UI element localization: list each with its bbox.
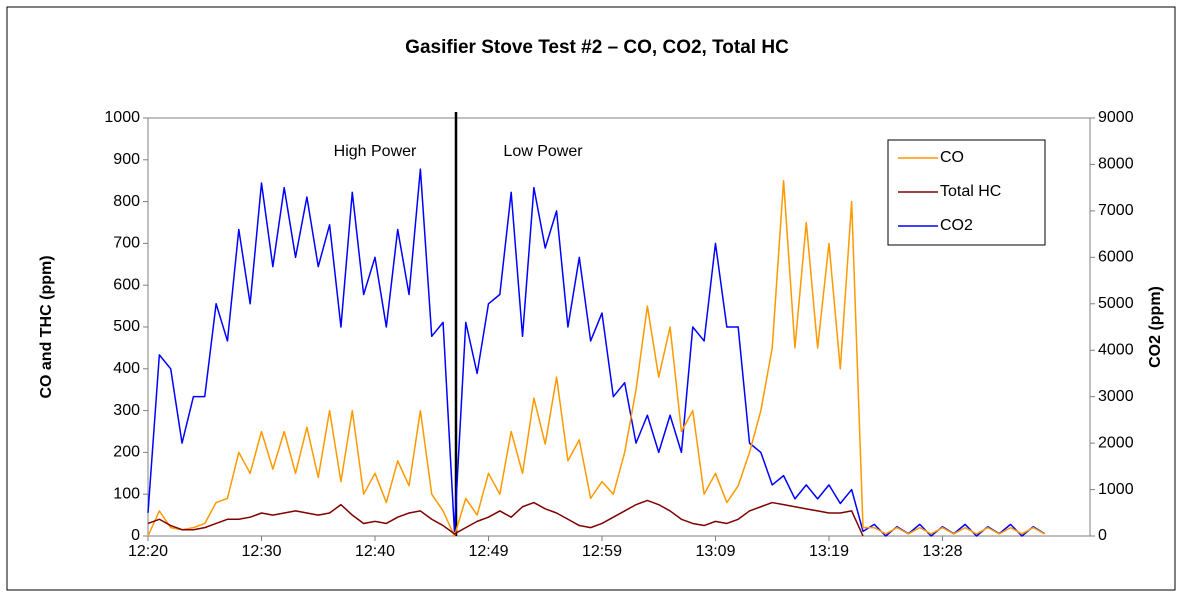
y-tick-label: 700 [113, 235, 140, 252]
y-tick-label: 800 [113, 193, 140, 210]
y2-tick-label: 0 [1098, 527, 1107, 544]
legend-label: CO [940, 149, 964, 166]
y2-axis-title: CO2 (ppm) [1147, 286, 1164, 368]
y2-tick-label: 7000 [1098, 202, 1134, 219]
x-tick-label: 13:09 [695, 543, 735, 560]
y-axis-title: CO and THC (ppm) [38, 255, 55, 398]
x-tick-label: 12:59 [582, 543, 622, 560]
x-tick-label: 12:30 [241, 543, 281, 560]
annotation: High Power [334, 143, 417, 160]
annotation: Low Power [503, 143, 583, 160]
y2-tick-label: 9000 [1098, 109, 1134, 126]
series-line [147, 499, 864, 537]
y-tick-label: 0 [131, 527, 140, 544]
y-tick-label: 100 [113, 485, 140, 502]
y2-tick-label: 8000 [1098, 156, 1134, 173]
x-tick-label: 12:40 [355, 543, 395, 560]
y-tick-label: 900 [113, 151, 140, 168]
y2-tick-label: 3000 [1098, 388, 1134, 405]
chart-frame [6, 6, 1176, 591]
y2-tick-label: 2000 [1098, 434, 1134, 451]
y-tick-label: 400 [113, 360, 140, 377]
x-tick-label: 13:19 [809, 543, 849, 560]
y2-tick-label: 5000 [1098, 295, 1134, 312]
series-line [147, 179, 1045, 537]
x-tick-label: 12:20 [128, 543, 168, 560]
y-tick-label: 300 [113, 402, 140, 419]
legend-label: Total HC [940, 183, 1001, 200]
x-tick-label: 13:28 [922, 543, 962, 560]
y2-tick-label: 4000 [1098, 341, 1134, 358]
y2-tick-label: 1000 [1098, 481, 1134, 498]
legend-label: CO2 [940, 217, 973, 234]
y-tick-label: 1000 [104, 109, 140, 126]
y-tick-label: 500 [113, 318, 140, 335]
y-tick-label: 200 [113, 444, 140, 461]
x-tick-label: 12:49 [468, 543, 508, 560]
chart-title: Gasifier Stove Test #2 – CO, CO2, Total … [405, 37, 789, 58]
y2-tick-label: 6000 [1098, 249, 1134, 266]
y-tick-label: 600 [113, 276, 140, 293]
